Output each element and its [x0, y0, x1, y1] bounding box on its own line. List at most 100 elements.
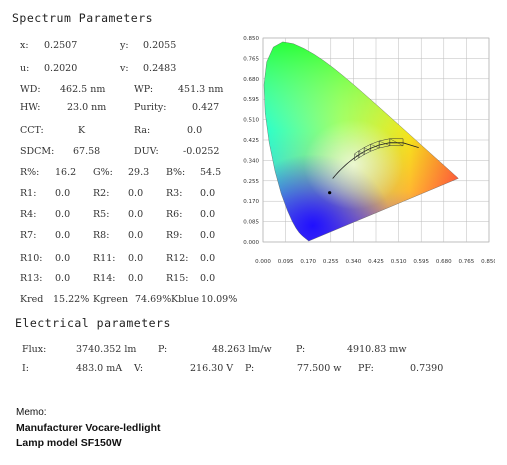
y-tick-label: 0.680 — [243, 77, 259, 83]
k-red-label: Kred — [20, 294, 44, 305]
ri-r5-value: 0.0 — [128, 209, 144, 220]
y-tick-label: 0.000 — [243, 240, 259, 246]
x-tick-label: 0.850 — [481, 259, 495, 265]
param-r-percent-value: 16.2 — [55, 167, 77, 178]
y-tick-label: 0.340 — [243, 158, 259, 164]
x-tick-label: 0.595 — [413, 259, 429, 265]
param-b-percent-label: B%: — [166, 167, 186, 178]
voltage-label: V: — [134, 363, 144, 374]
ri-r14-value: 0.0 — [128, 273, 144, 284]
bin-hatch — [379, 140, 390, 146]
param-cct-label: CCT: — [20, 125, 44, 136]
x-tick-label: 0.340 — [346, 259, 362, 265]
cie-chromaticity-chart: 0.850 0.765 0.680 0.595 0.510 0.425 0.340 0.255… — [243, 36, 495, 265]
memo-lamp-model: Lamp model SF150W — [16, 437, 122, 449]
current-label: I: — [22, 363, 29, 374]
radiant-power-label: P: — [296, 344, 306, 355]
x-tick-label: 0.095 — [278, 259, 294, 265]
y-tick-label: 0.765 — [243, 56, 259, 62]
bin-hatch — [354, 153, 360, 158]
k-blue-value: 10.09% — [201, 294, 238, 305]
ri-r10-value: 0.0 — [55, 253, 71, 264]
param-g-percent-value: 29.3 — [128, 167, 150, 178]
ri-r11-value: 0.0 — [128, 253, 144, 264]
ri-r14-label: R14: — [93, 273, 116, 284]
power-factor-label: PF: — [358, 363, 374, 374]
param-y-label: y: — [120, 40, 129, 51]
param-duv-value: -0.0252 — [183, 146, 220, 157]
memo-title: Memo: — [16, 407, 47, 418]
bin-hatch — [370, 144, 380, 149]
param-wp-label: WP: — [134, 84, 154, 95]
param-ra-value: 0.0 — [187, 125, 203, 136]
param-hw-label: HW: — [20, 102, 41, 113]
param-duv-label: DUV: — [134, 146, 159, 157]
ri-r11-label: R11: — [93, 253, 116, 264]
bin-hatch — [389, 138, 404, 146]
param-wp-value: 451.3 nm — [178, 84, 224, 95]
ri-r7-value: 0.0 — [55, 230, 71, 241]
ri-r15-label: R15: — [166, 273, 189, 284]
measured-chromaticity-point — [328, 191, 332, 195]
power-value: 77.500 w — [297, 363, 342, 374]
k-blue-label: Kblue — [171, 294, 199, 305]
y-axis-ticks: 0.850 0.765 0.680 0.595 0.510 0.425 0.340 0.255… — [243, 36, 259, 246]
y-tick-label: 0.850 — [243, 36, 259, 42]
efficacy-value: 48.263 lm/w — [212, 344, 272, 355]
ri-r15-value: 0.0 — [200, 273, 216, 284]
bin-quadrangle — [354, 150, 360, 162]
bin-hatch — [358, 150, 365, 155]
param-purity-value: 0.427 — [192, 102, 220, 113]
y-tick-label: 0.510 — [243, 118, 259, 124]
param-hw-value: 23.0 nm — [67, 102, 107, 113]
param-ra-label: Ra: — [134, 125, 151, 136]
x-tick-label: 0.255 — [323, 259, 339, 265]
ri-r6-value: 0.0 — [200, 209, 216, 220]
ri-r8-value: 0.0 — [128, 230, 144, 241]
voltage-value: 216.30 V — [190, 363, 234, 374]
ri-r1-label: R1: — [20, 188, 37, 199]
k-red-value: 15.22% — [53, 294, 90, 305]
ri-r3-value: 0.0 — [200, 188, 216, 199]
ri-r4-value: 0.0 — [55, 209, 71, 220]
flux-value: 3740.352 lm — [76, 344, 137, 355]
efficacy-label: P: — [158, 344, 168, 355]
bin-hatch — [364, 147, 371, 152]
ri-r9-value: 0.0 — [200, 230, 216, 241]
ri-r6-label: R6: — [166, 209, 183, 220]
k-green-label: Kgreen — [93, 294, 129, 305]
param-x-label: x: — [20, 40, 29, 51]
ri-r12-value: 0.0 — [200, 253, 216, 264]
x-tick-label: 0.510 — [391, 259, 407, 265]
spectrum-parameters-title: Spectrum Parameters — [12, 11, 154, 25]
radiant-power-value: 4910.83 mw — [347, 344, 407, 355]
x-tick-label: 0.425 — [368, 259, 384, 265]
flux-label: Flux: — [22, 344, 47, 355]
ri-r1-value: 0.0 — [55, 188, 71, 199]
x-tick-label: 0.000 — [255, 259, 271, 265]
ri-r5-label: R5: — [93, 209, 110, 220]
y-tick-label: 0.595 — [243, 97, 259, 103]
planckian-locus-curve — [332, 142, 419, 179]
y-tick-label: 0.170 — [243, 199, 259, 205]
x-tick-label: 0.170 — [300, 259, 316, 265]
y-tick-label: 0.255 — [243, 179, 259, 185]
power-label: P: — [245, 363, 255, 374]
param-purity-label: Purity: — [134, 102, 167, 113]
param-v-label: v: — [120, 63, 129, 74]
chromaticity-points — [328, 191, 332, 195]
ri-r2-label: R2: — [93, 188, 110, 199]
current-value: 483.0 mA — [76, 363, 123, 374]
ri-r13-value: 0.0 — [55, 273, 71, 284]
ri-r7-label: R7: — [20, 230, 37, 241]
param-r-percent-label: R%: — [20, 167, 40, 178]
x-tick-label: 0.765 — [459, 259, 475, 265]
param-b-percent-value: 54.5 — [200, 167, 222, 178]
ri-r2-value: 0.0 — [128, 188, 144, 199]
x-axis-ticks: 0.000 0.095 0.170 0.255 0.340 0.425 0.510 0.595… — [255, 259, 495, 265]
param-cct-value: K — [78, 125, 86, 136]
ri-r10-label: R10: — [20, 253, 43, 264]
ri-r9-label: R9: — [166, 230, 183, 241]
param-sdcm-value: 67.58 — [73, 146, 101, 157]
param-y-value: 0.2055 — [143, 40, 177, 51]
